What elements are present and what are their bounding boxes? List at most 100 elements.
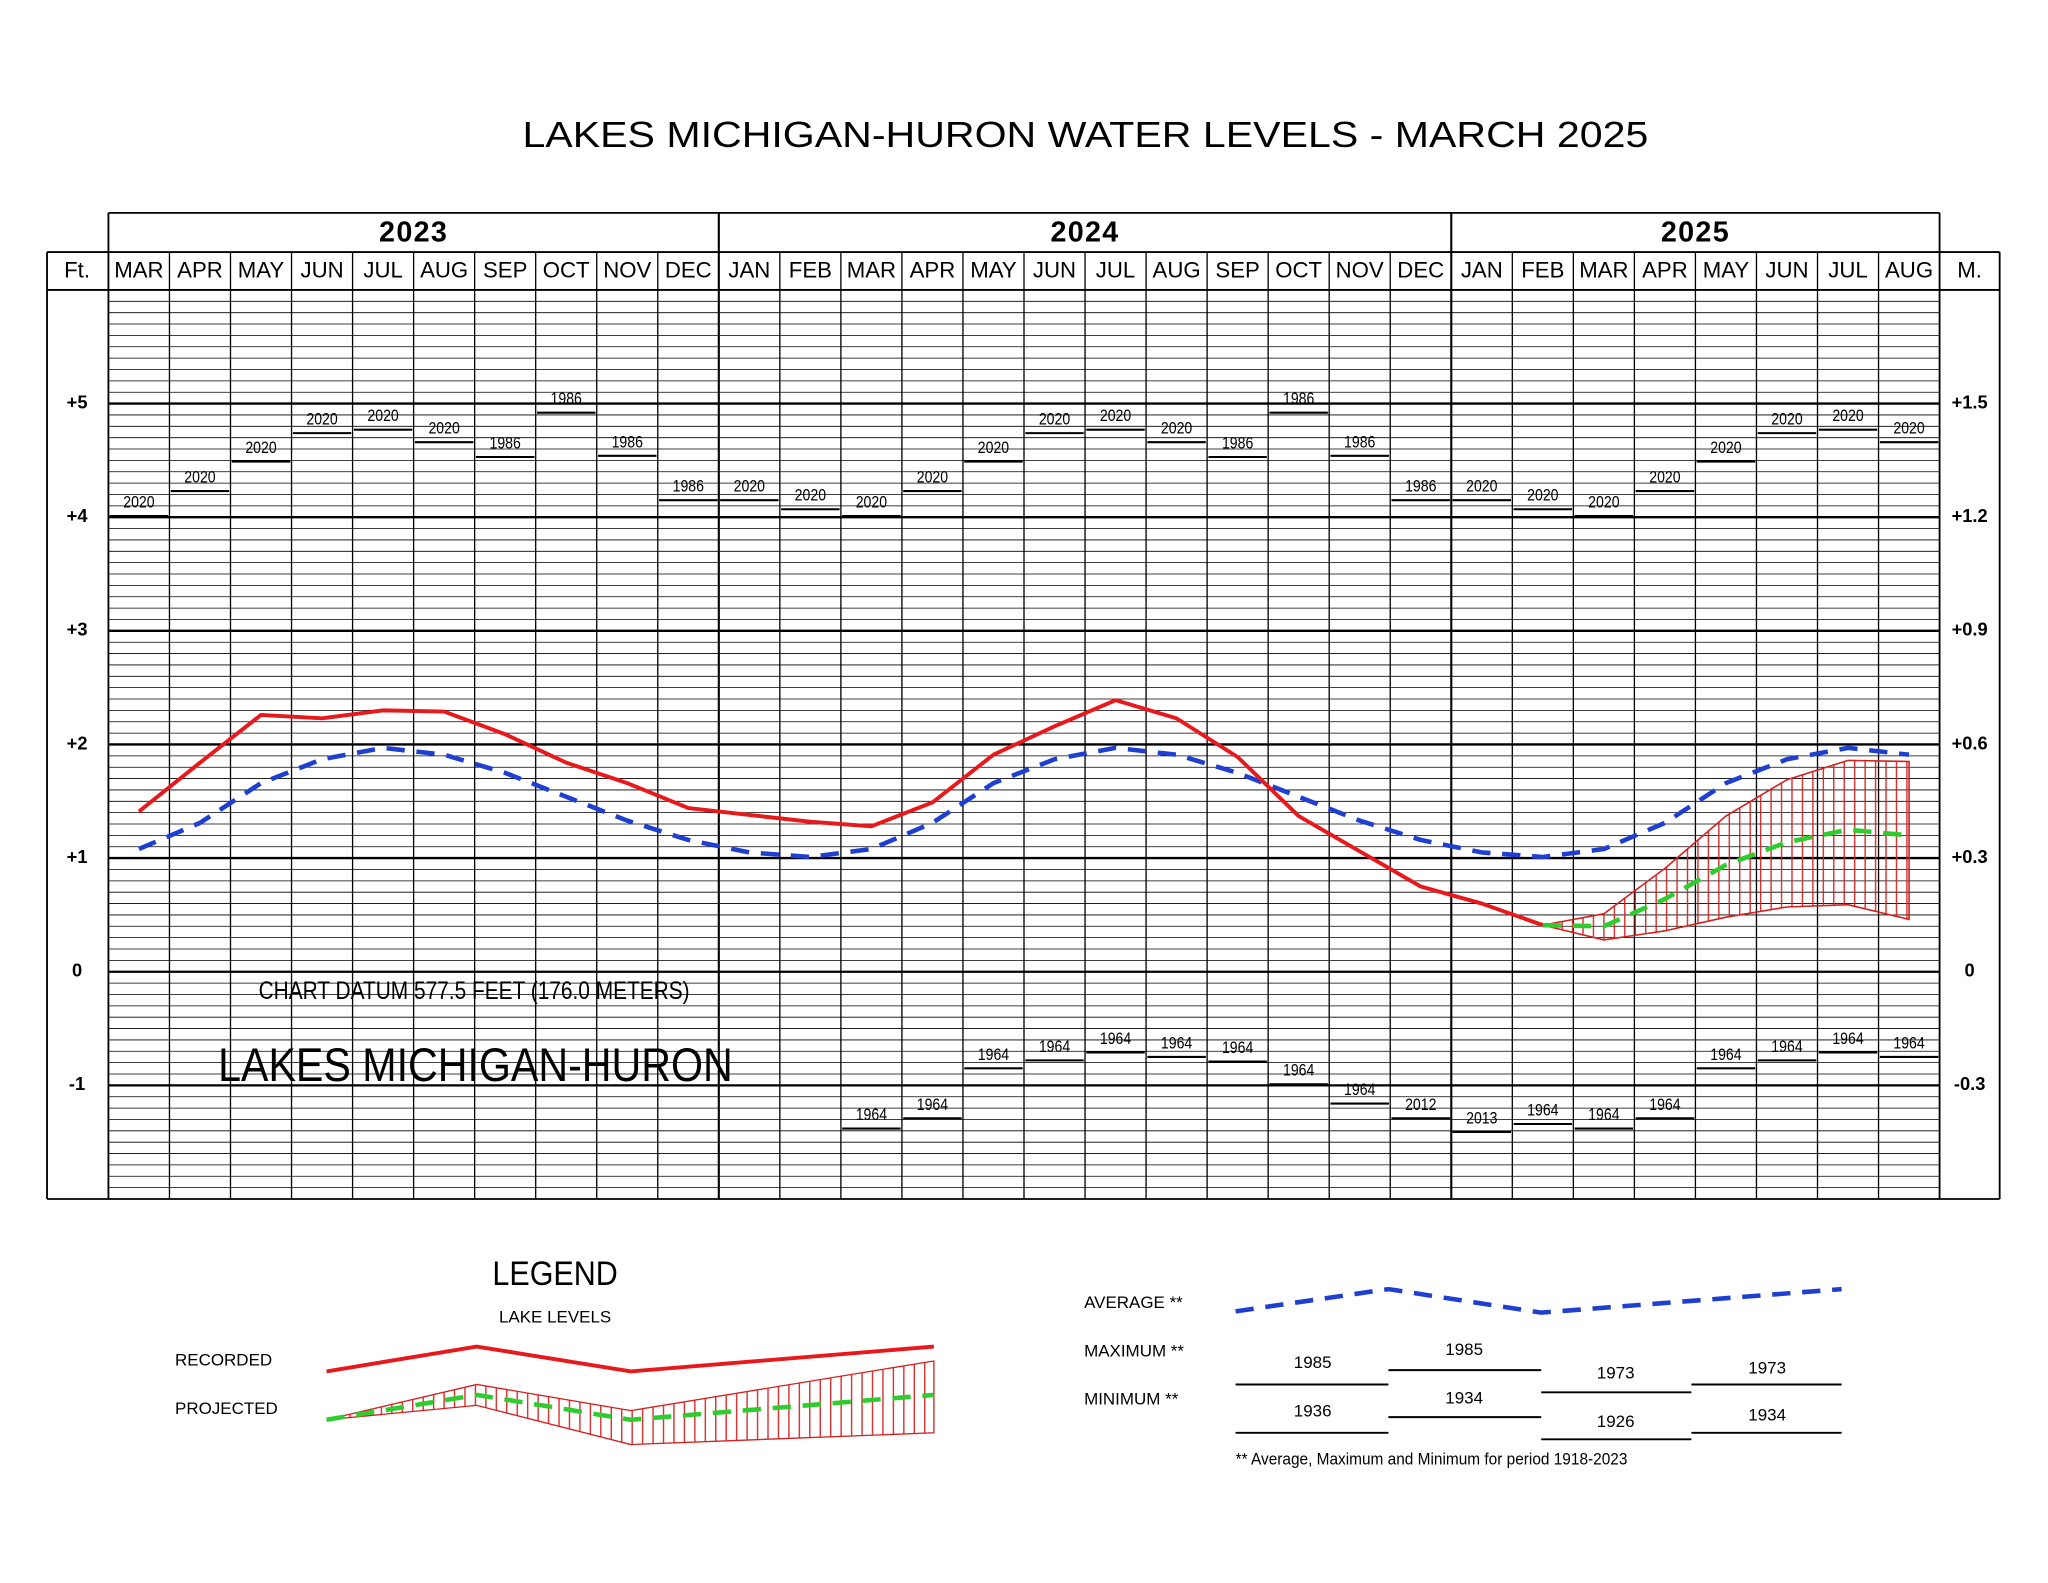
minimum-year: 1964 (1283, 1061, 1314, 1080)
x-tick-label: APR (177, 258, 223, 283)
minimum-year: 1964 (1039, 1037, 1070, 1056)
x-tick-label: JUL (363, 258, 402, 283)
minimum-year: 1964 (1344, 1080, 1375, 1099)
x-tick-label: SEP (483, 258, 527, 283)
legend-max-year: 1985 (1445, 1340, 1483, 1359)
y-tick-label: +3 (67, 619, 88, 640)
legend-label: AVERAGE ** (1084, 1293, 1183, 1312)
x-tick-label: MAR (1579, 258, 1628, 283)
year-label: 2023 (379, 216, 448, 248)
maximum-year: 2020 (917, 468, 948, 487)
y-axis-label: Ft. (64, 258, 90, 283)
maximum-year: 2020 (1710, 438, 1741, 457)
minimum-year: 1964 (1832, 1029, 1863, 1048)
legend-min-year: 1926 (1597, 1412, 1635, 1431)
x-tick-label: APR (910, 258, 956, 283)
x-tick-label: MAR (114, 258, 163, 283)
maximum-year: 2020 (1771, 410, 1802, 429)
legend-max-year: 1973 (1597, 1364, 1635, 1383)
maximum-year: 2020 (123, 493, 154, 512)
maximum-year: 1986 (489, 433, 520, 452)
y-tick-label: +5 (67, 391, 88, 412)
x-tick-label: NOV (1336, 258, 1384, 283)
maximum-year: 2020 (978, 438, 1009, 457)
maximum-year: 2020 (1466, 477, 1497, 496)
legend-title: LEGEND (492, 1255, 617, 1293)
minimum-year: 1964 (1771, 1037, 1802, 1056)
x-tick-label: JUN (1765, 258, 1808, 283)
legend-max-year: 1973 (1748, 1358, 1786, 1377)
y-tick-label: -1 (69, 1073, 85, 1094)
y-tick-label: 0 (72, 960, 82, 981)
chart-title: LAKES MICHIGAN-HURON WATER LEVELS - MARC… (522, 114, 1648, 155)
maximum-year: 2020 (1893, 419, 1924, 438)
x-tick-label: JUN (1033, 258, 1076, 283)
y2-tick-label: +1.2 (1952, 505, 1988, 526)
y2-tick-label: +1.5 (1952, 391, 1988, 412)
x-tick-label: JUL (1828, 258, 1867, 283)
maximum-year: 2020 (1649, 468, 1680, 487)
minimum-year: 1964 (1710, 1045, 1741, 1064)
minimum-year: 1964 (1588, 1105, 1619, 1124)
x-tick-label: OCT (1275, 258, 1322, 283)
x-tick-label: MAR (847, 258, 896, 283)
maximum-year: 2020 (245, 438, 276, 457)
maximum-year: 2020 (795, 486, 826, 505)
legend-recorded-sample (326, 1344, 935, 1374)
maximum-year: 1986 (1283, 389, 1314, 408)
legend-label: MAXIMUM ** (1084, 1341, 1184, 1360)
series-line (138, 745, 1910, 860)
x-tick-label: JAN (728, 258, 770, 283)
lake-name: LAKES MICHIGAN-HURON (218, 1038, 733, 1091)
legend-record-lines (1235, 1369, 1842, 1441)
maximum-year: 2020 (1039, 410, 1070, 429)
y2-tick-label: +0.3 (1952, 846, 1988, 867)
x-tick-label: DEC (1397, 258, 1444, 283)
x-tick-label: MAY (238, 258, 285, 283)
legend-subtitle: LAKE LEVELS (499, 1307, 611, 1326)
minimum-year: 1964 (856, 1105, 887, 1124)
maximum-year: 1986 (1344, 432, 1375, 451)
series-line (1542, 827, 1910, 929)
year-label: 2025 (1661, 216, 1730, 248)
x-tick-label: JUN (300, 258, 343, 283)
projection-band (1542, 759, 1910, 941)
x-tick-label: APR (1642, 258, 1688, 283)
minimum-year: 1964 (978, 1045, 1009, 1064)
legend-min-year: 1934 (1445, 1388, 1483, 1407)
legend-projected-sample (326, 1392, 935, 1423)
maximum-year: 1986 (673, 477, 704, 496)
maximum-year: 2020 (184, 468, 215, 487)
y-tick-label: +4 (67, 505, 89, 526)
maximum-year: 1986 (551, 389, 582, 408)
minimum-year: 1964 (1100, 1029, 1131, 1048)
y2-tick-label: -0.3 (1954, 1073, 1985, 1094)
y2-axis-label: M. (1957, 258, 1982, 283)
x-tick-label: SEP (1215, 258, 1259, 283)
maximum-year: 1986 (612, 432, 643, 451)
maximum-year: 2020 (428, 419, 459, 438)
x-tick-label: JAN (1461, 258, 1503, 283)
x-tick-label: MAY (970, 258, 1017, 283)
maximum-year: 2020 (1527, 486, 1558, 505)
minimum-year: 2012 (1405, 1095, 1436, 1114)
maximum-year: 2020 (1832, 406, 1863, 425)
year-label: 2024 (1050, 216, 1119, 248)
maximum-year: 2020 (1100, 406, 1131, 425)
maximum-year: 2020 (367, 406, 398, 425)
y2-tick-label: 0 (1965, 960, 1975, 981)
maximum-year: 2020 (856, 493, 887, 512)
minimum-year: 1964 (917, 1095, 948, 1114)
x-tick-label: AUG (420, 258, 468, 283)
footnote: ** Average, Maximum and Minimum for peri… (1236, 1450, 1628, 1469)
x-tick-label: JUL (1096, 258, 1135, 283)
y-tick-label: +2 (67, 732, 88, 753)
legend-min-year: 1936 (1294, 1401, 1332, 1420)
legend-label: MINIMUM ** (1084, 1390, 1179, 1409)
x-tick-label: AUG (1885, 258, 1933, 283)
minimum-year: 1964 (1893, 1033, 1924, 1052)
minimum-year: 2013 (1466, 1108, 1497, 1127)
minimum-year: 1964 (1527, 1100, 1558, 1119)
